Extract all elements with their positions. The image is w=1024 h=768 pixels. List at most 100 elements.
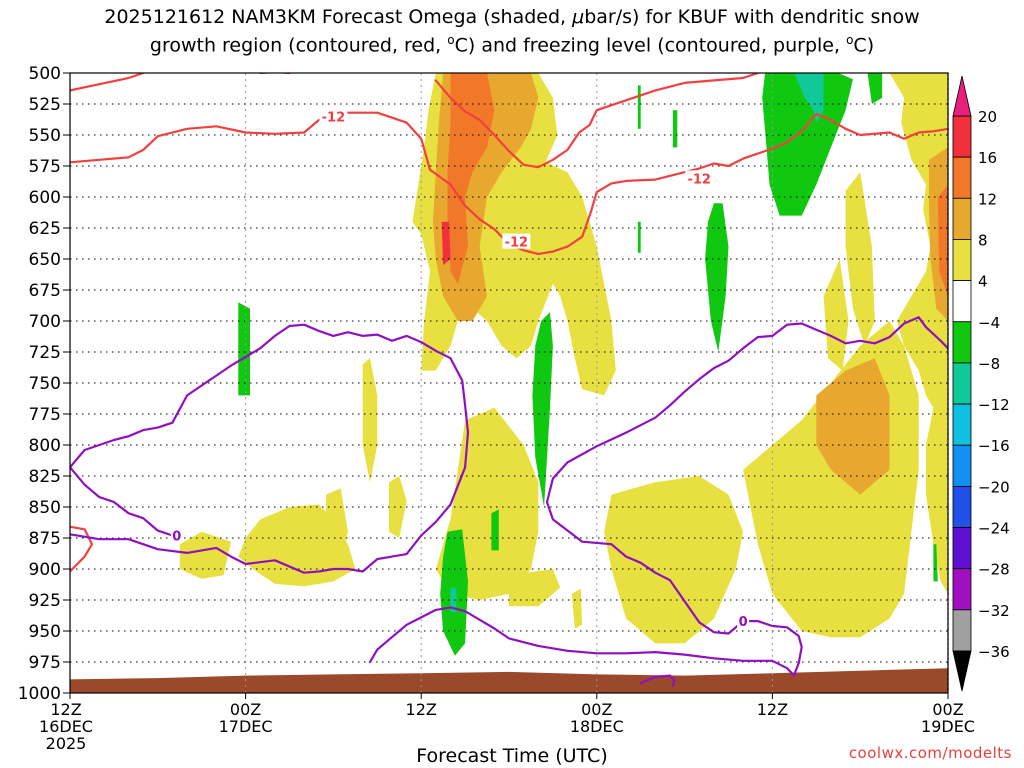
omega-shaded-region xyxy=(823,259,849,371)
omega-shaded-region xyxy=(238,302,250,396)
colorbar-bin xyxy=(952,239,972,282)
colorbar-label: 12 xyxy=(978,190,997,208)
y-tick-label: 800 xyxy=(29,436,61,456)
omega-shaded-region xyxy=(933,544,938,582)
colorbar-bin xyxy=(952,197,972,240)
contour-label: -12 xyxy=(505,236,529,251)
contour-line xyxy=(70,323,470,574)
colorbar-bin xyxy=(952,156,972,199)
y-tick-label: 725 xyxy=(29,343,61,363)
colorbar-label: −20 xyxy=(978,478,1010,496)
contour-line xyxy=(70,73,145,92)
chart-title-line-2: growth region (contoured, red, oC) and f… xyxy=(149,33,875,57)
x-tick-label: 00Z xyxy=(581,700,612,719)
contour-line xyxy=(70,111,948,256)
chart-title-line-1: 2025121612 NAM3KM Forecast Omega (shaded… xyxy=(104,6,920,28)
x-tick-label: 18DEC xyxy=(570,717,624,736)
omega-shaded-region xyxy=(879,591,894,607)
colorbar-label: −24 xyxy=(978,520,1010,538)
contour-line xyxy=(434,73,759,169)
x-tick-label: 12Z xyxy=(50,700,81,719)
colorbar-label: −8 xyxy=(978,355,1000,373)
colorbar-bottom-arrow xyxy=(952,650,972,692)
colorbar-label: −36 xyxy=(978,643,1010,661)
y-tick-label: 850 xyxy=(29,498,61,518)
y-tick-label: 600 xyxy=(29,188,61,208)
colorbar-bin xyxy=(952,280,972,323)
omega-shaded-region xyxy=(532,312,553,507)
omega-shaded-region xyxy=(326,488,348,557)
y-tick-label: 825 xyxy=(29,467,61,487)
colorbar-label: 8 xyxy=(978,231,988,249)
contour-label: 0 xyxy=(739,615,748,630)
contour-label-bg xyxy=(502,233,531,249)
omega-shaded-region xyxy=(937,184,948,297)
y-tick-label: 950 xyxy=(29,622,61,642)
colorbar-label: 16 xyxy=(978,149,997,167)
y-tick-label: 650 xyxy=(29,250,61,270)
colorbar-label: 4 xyxy=(978,273,988,291)
contour-label-bg xyxy=(170,527,183,543)
omega-shaded-region xyxy=(179,531,231,579)
x-tick-label: 00Z xyxy=(932,700,963,719)
omega-shaded-region xyxy=(441,221,451,266)
omega-shaded-region xyxy=(743,321,919,638)
omega-shaded-region xyxy=(509,569,561,607)
contour-line xyxy=(639,674,676,687)
omega-shaded-region xyxy=(794,73,824,123)
omega-shaded-region xyxy=(450,587,457,613)
contour-label: -12 xyxy=(687,172,711,187)
y-tick-label: 1000 xyxy=(18,684,61,704)
y-tick-label: 550 xyxy=(29,126,61,146)
omega-shaded-region xyxy=(637,85,641,129)
y-tick-label: 575 xyxy=(29,157,61,177)
y-tick-label: 500 xyxy=(29,64,61,84)
omega-shaded-region xyxy=(816,358,890,495)
y-tick-label: 975 xyxy=(29,653,61,673)
colorbar-bin xyxy=(952,485,972,528)
omega-shaded-region xyxy=(604,476,744,644)
y-tick-label: 700 xyxy=(29,312,61,332)
y-tick-label: 525 xyxy=(29,95,61,115)
terrain-surface xyxy=(70,668,948,693)
colorbar-label: −4 xyxy=(978,314,1000,332)
y-tick-label: 625 xyxy=(29,219,61,239)
x-tick-label: 12Z xyxy=(757,700,788,719)
omega-shaded-region xyxy=(637,221,641,253)
colorbar-label: 20 xyxy=(978,108,997,126)
omega-shaded-region xyxy=(845,172,875,346)
y-tick-label: 900 xyxy=(29,560,61,580)
omega-shaded-region xyxy=(867,73,883,104)
contour-label: 0 xyxy=(172,530,181,545)
colorbar-bin xyxy=(952,115,972,158)
x-tick-label: 16DEC xyxy=(39,717,93,736)
omega-shaded-region xyxy=(389,476,407,538)
x-tick-label: 00Z xyxy=(230,700,261,719)
x-tick-label: 17DEC xyxy=(219,717,273,736)
colorbar-label: −12 xyxy=(978,396,1010,414)
omega-shaded-region xyxy=(571,588,583,629)
colorbar-bin xyxy=(952,444,972,487)
omega-shaded-region xyxy=(447,73,495,284)
contour-label-bg xyxy=(319,108,348,124)
y-tick-label: 750 xyxy=(29,374,61,394)
contour-label-bg xyxy=(737,613,750,629)
colorbar-top-arrow xyxy=(952,75,972,117)
contour-label-bg xyxy=(685,170,714,186)
omega-shaded-region xyxy=(674,477,687,532)
source-credit: coolwx.com/modelts xyxy=(848,744,1012,762)
y-tick-label: 775 xyxy=(29,405,61,425)
colorbar-bin xyxy=(952,403,972,446)
y-tick-label: 675 xyxy=(29,281,61,301)
colorbar-bin xyxy=(952,568,972,611)
omega-shaded-region xyxy=(762,73,853,216)
y-tick-label: 875 xyxy=(29,529,61,549)
colorbar-bin xyxy=(952,609,972,652)
colorbar-label: −28 xyxy=(978,561,1010,579)
omega-shaded-region xyxy=(672,110,678,148)
contour-label: -12 xyxy=(322,110,346,125)
colorbar-label: −16 xyxy=(978,437,1010,455)
x-axis-title: Forecast Time (UTC) xyxy=(416,745,608,767)
colorbar-label: −32 xyxy=(978,602,1010,620)
